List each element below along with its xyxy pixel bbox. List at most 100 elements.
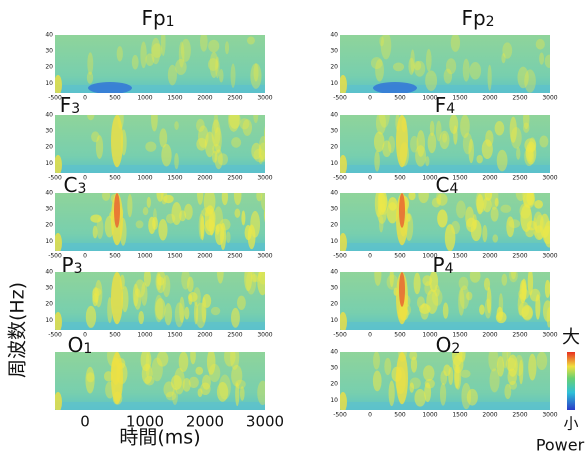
power-blob <box>379 115 390 128</box>
power-blob <box>453 125 458 145</box>
power-blob <box>250 272 262 283</box>
panel-title: F3 <box>60 93 80 118</box>
power-blob <box>213 115 219 134</box>
power-blob <box>375 115 386 135</box>
y-tick-label: 30 <box>45 48 53 55</box>
x-tick-label: 500 <box>394 253 406 260</box>
power-blob <box>536 352 548 371</box>
power-blob <box>256 193 263 202</box>
power-blob <box>179 210 187 222</box>
colorbar-high: 大 <box>562 327 580 348</box>
power-blob <box>388 380 395 407</box>
power-blob <box>479 304 485 315</box>
x-tick-label: -500 <box>48 332 62 339</box>
power-blob <box>437 209 448 228</box>
x-tick-label: 2000 <box>197 95 212 102</box>
title-main: Fp <box>141 6 165 30</box>
x-tick-label: 500 <box>394 332 406 339</box>
heatmap <box>340 352 550 410</box>
power-blob <box>159 128 168 148</box>
y-tick-label: 10 <box>330 160 338 167</box>
power-blob <box>202 293 212 308</box>
y-tick-label: 30 <box>330 48 338 55</box>
power-blob <box>143 272 152 287</box>
power-blob <box>163 381 175 398</box>
power-blob <box>107 297 113 324</box>
power-blob <box>416 130 426 157</box>
y-tick-label: 30 <box>45 285 53 292</box>
power-blob <box>182 377 191 392</box>
power-blob <box>86 71 94 84</box>
power-blob <box>518 359 524 385</box>
x-tick-label: 0 <box>368 95 372 102</box>
x-tick-label: 500 <box>394 412 406 419</box>
power-blob <box>506 216 515 238</box>
power-blob <box>186 276 194 293</box>
x-tick-label: 0 <box>368 253 372 260</box>
power-blob <box>212 150 218 163</box>
power-blob <box>504 383 512 400</box>
power-blob <box>258 135 265 161</box>
x-tick-label: 500 <box>109 95 121 102</box>
power-blob <box>184 203 193 220</box>
panel-title: P3 <box>62 253 83 278</box>
power-blob <box>466 388 478 406</box>
power-blob <box>410 49 415 73</box>
power-blob <box>195 366 204 375</box>
x-tick-label: 0 <box>83 253 87 260</box>
power-blob <box>458 288 465 316</box>
power-blob <box>87 52 94 76</box>
panel-title: C4 <box>436 173 459 198</box>
x-tick-label: 500 <box>109 332 121 339</box>
x-tick-label: 0 <box>83 175 87 182</box>
x-tick-label: 2500 <box>512 412 527 419</box>
y-tick-label: 30 <box>330 206 338 213</box>
power-blob <box>228 115 240 132</box>
x-tick-label: 3000 <box>542 253 557 260</box>
power-blob <box>215 56 220 79</box>
power-blob <box>196 137 207 151</box>
x-tick-label: 1000 <box>137 175 152 182</box>
power-blob <box>534 199 544 209</box>
power-blob <box>236 295 246 310</box>
power-blob <box>134 279 146 298</box>
power-blob <box>448 367 454 385</box>
y-tick-label: 20 <box>45 64 53 71</box>
power-blob <box>521 305 533 320</box>
power-blob <box>408 193 416 201</box>
y-tick-label: 20 <box>330 144 338 151</box>
x-tick-label: -500 <box>48 253 62 260</box>
power-blob <box>250 210 261 238</box>
power-blob <box>263 207 265 223</box>
power-blob <box>410 135 419 153</box>
power-blob <box>372 370 382 392</box>
power-blob <box>506 352 511 362</box>
heatmap-bg <box>340 272 550 330</box>
panel-title: C3 <box>64 173 87 198</box>
power-blob <box>151 37 161 65</box>
power-blob <box>370 57 383 69</box>
onset-blob <box>396 352 408 405</box>
title-main: P <box>433 253 445 277</box>
power-blob <box>196 193 204 205</box>
low-band <box>55 402 265 410</box>
blue-blob <box>88 82 132 93</box>
colorbar-label: Power <box>536 436 585 455</box>
power-blob <box>200 382 211 396</box>
power-blob <box>450 35 461 52</box>
title-sub: 4 <box>446 101 455 117</box>
power-blob <box>141 282 148 306</box>
x-tick-label: 1500 <box>452 95 467 102</box>
power-blob <box>178 352 189 372</box>
power-blob <box>466 217 477 233</box>
title-sub: 4 <box>445 261 454 277</box>
x-tick-label: 0 <box>83 332 87 339</box>
x-tick-label: 500 <box>394 95 406 102</box>
power-blob <box>184 306 190 320</box>
power-blob <box>445 58 457 75</box>
heatmap <box>55 35 265 93</box>
power-blob <box>165 391 177 401</box>
power-blob <box>142 207 149 216</box>
power-blob <box>544 54 550 68</box>
power-blob <box>217 153 229 166</box>
